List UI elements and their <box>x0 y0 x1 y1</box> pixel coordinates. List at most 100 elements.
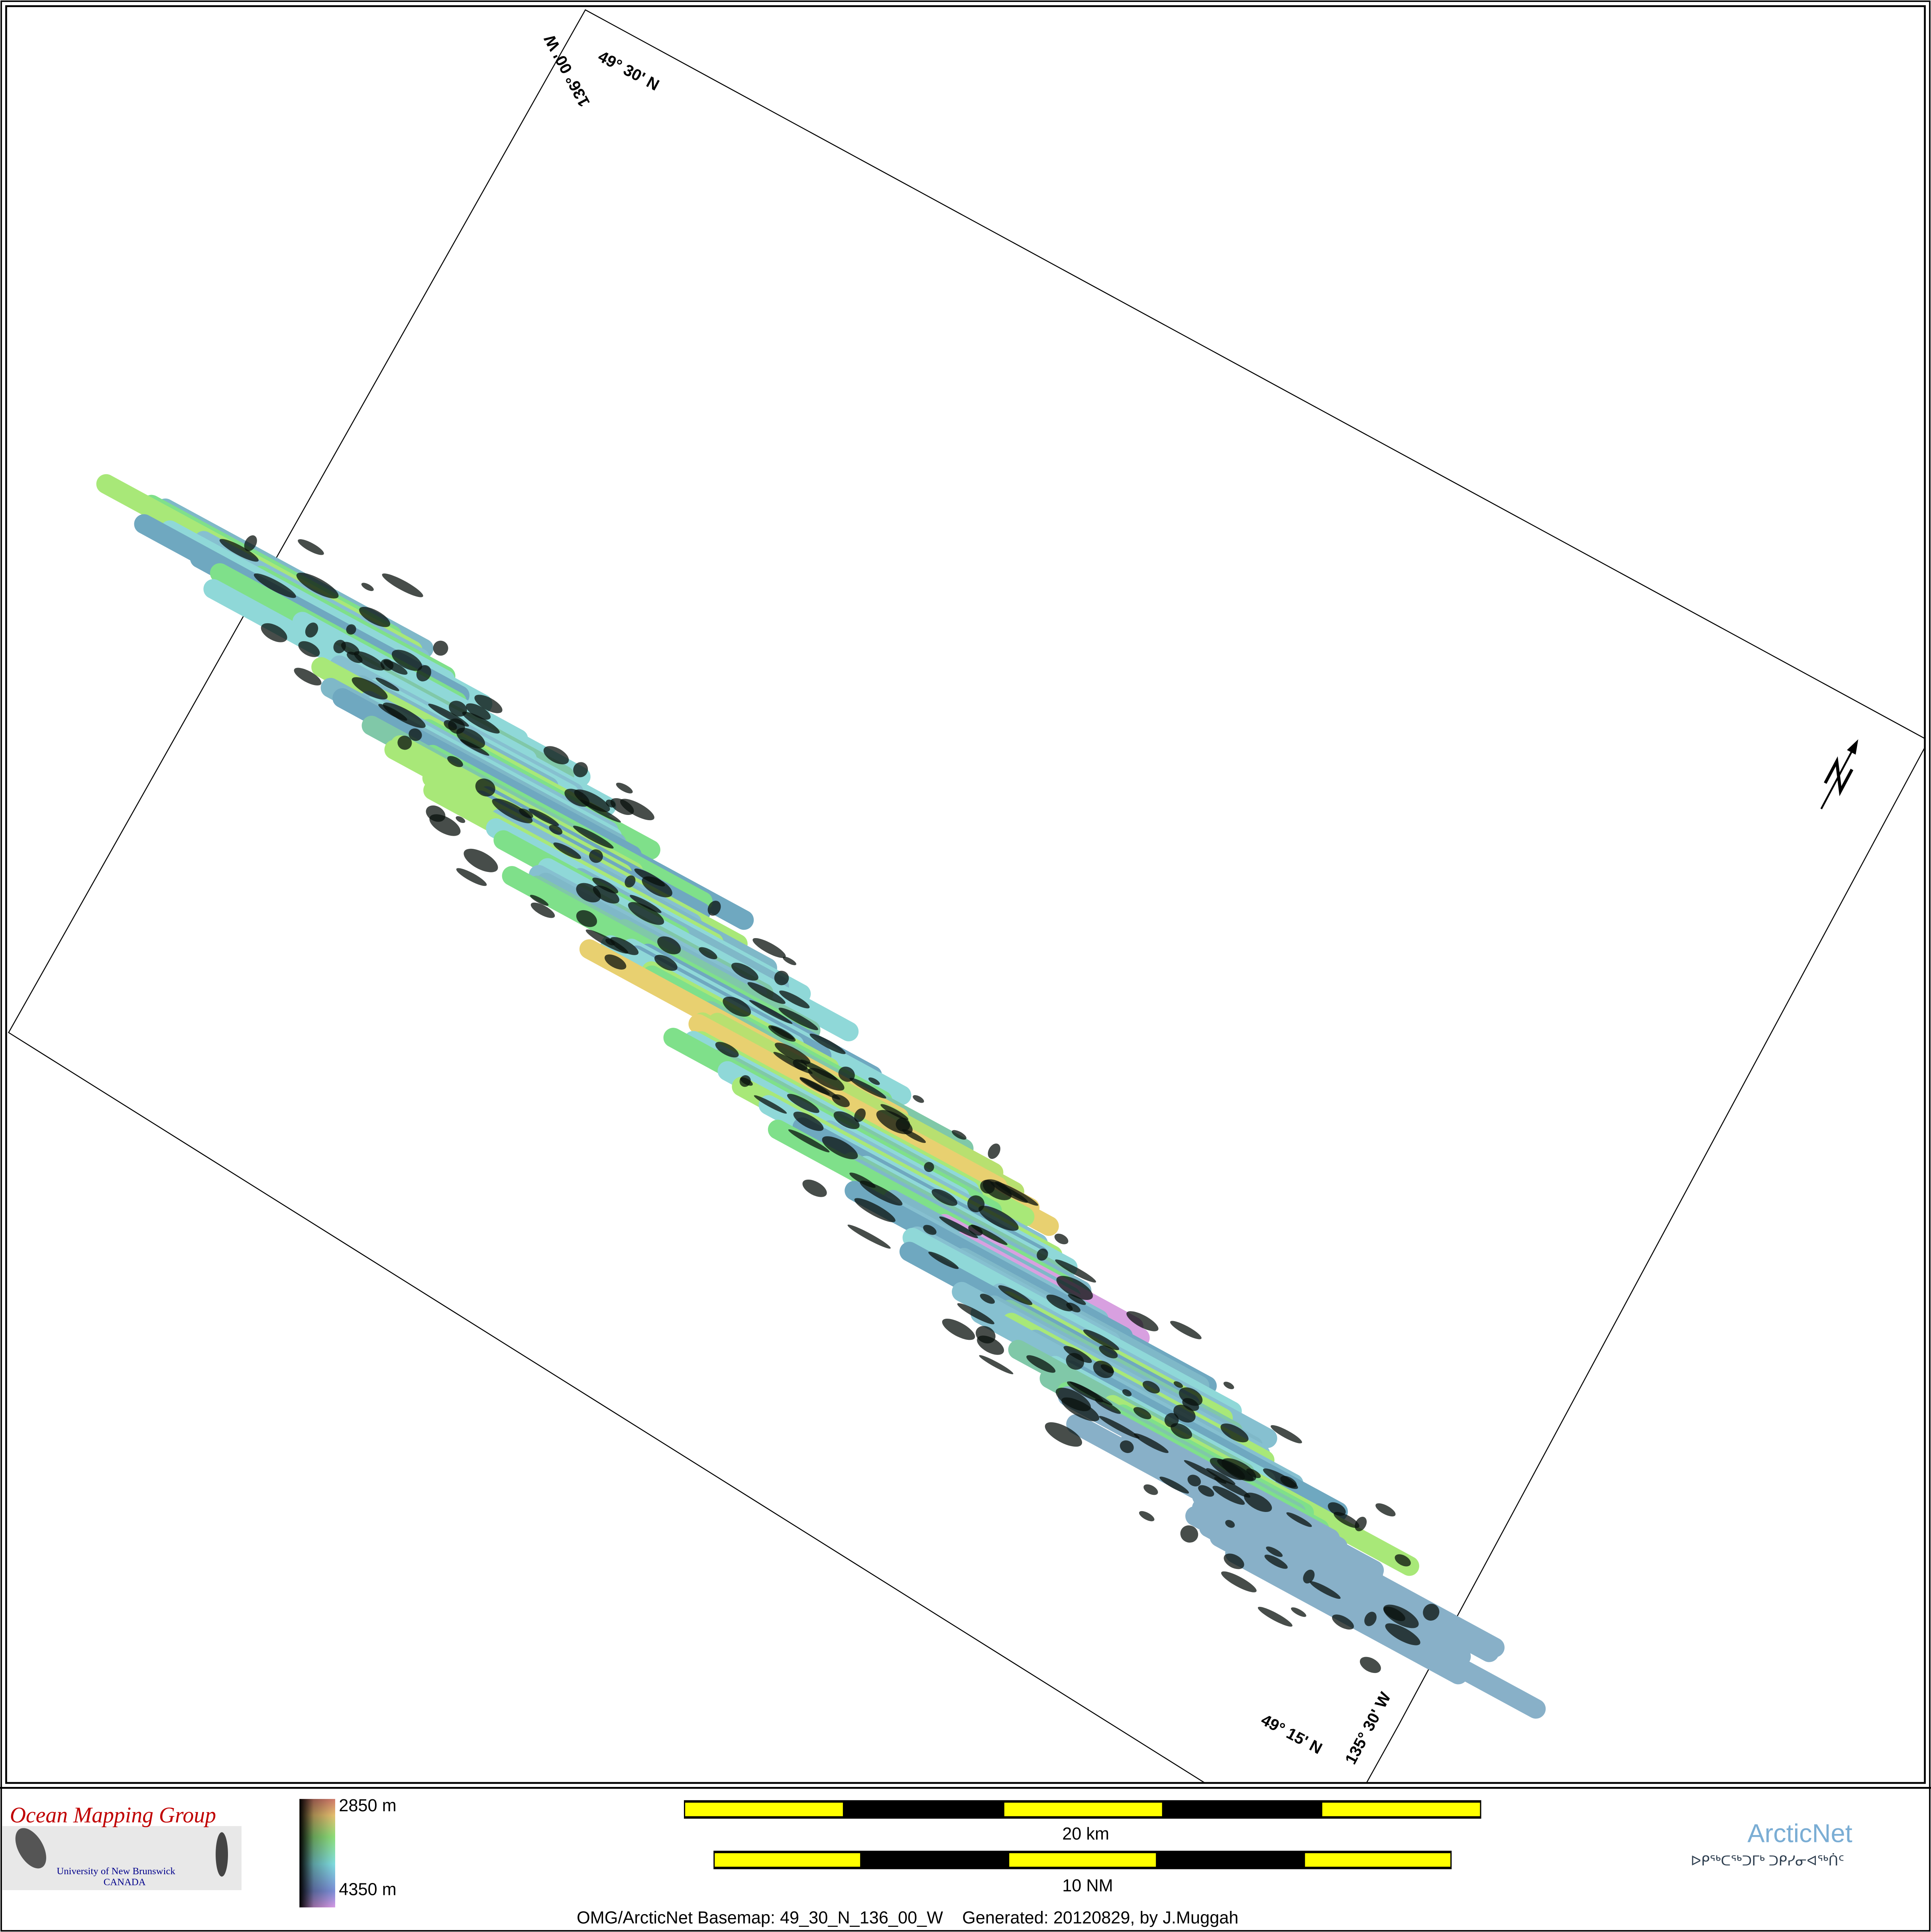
seafloor-shadow <box>1143 1484 1158 1495</box>
seafloor-shadow <box>447 756 463 767</box>
scalebar-km <box>684 1800 1481 1819</box>
seafloor-shadow <box>1364 1612 1377 1626</box>
seafloor-shadow <box>382 573 423 597</box>
seafloor-shadow <box>849 1078 886 1099</box>
seafloor-shadow <box>528 808 559 826</box>
seafloor-shadow <box>605 939 615 946</box>
seafloor-shadow <box>341 642 359 655</box>
seafloor-shadow <box>383 703 426 728</box>
seafloor-shadow <box>305 622 318 638</box>
seafloor-shadow <box>1221 1458 1256 1482</box>
seafloor-shadow <box>783 956 796 965</box>
seafloor-shadow <box>928 1251 959 1269</box>
seafloor-shadow <box>774 1043 811 1064</box>
seafloor-shadow <box>752 938 786 958</box>
seafloor-shadow <box>359 607 391 627</box>
seafloor-shadow <box>880 1104 909 1120</box>
seafloor-shadow <box>253 573 296 598</box>
seafloor-shadow <box>589 849 603 863</box>
seafloor-shadow <box>787 1094 819 1113</box>
seafloor-shadow <box>530 895 549 906</box>
seafloor-shadow <box>977 1335 1004 1355</box>
seafloor-shadow <box>1184 1460 1227 1484</box>
seafloor-shadow <box>1271 1425 1302 1443</box>
seafloor-shadow <box>854 1108 866 1122</box>
seafloor-shadow <box>1328 1502 1346 1516</box>
seafloor-shadow <box>854 1198 896 1222</box>
seafloor-shadow <box>896 1117 910 1132</box>
seafloor-shadow <box>988 1143 1000 1159</box>
seafloor-shadow <box>616 782 633 793</box>
seafloor-shadow <box>1375 1503 1396 1517</box>
footer-caption: OMG/ArcticNet Basemap: 49_30_N_136_00_W … <box>577 1907 1239 1927</box>
swath-strip <box>1225 1543 1468 1685</box>
seafloor-shadow <box>580 799 621 823</box>
seafloor-shadow <box>868 1077 880 1085</box>
seafloor-shadow <box>244 535 257 552</box>
seafloor-shadow <box>464 848 498 872</box>
seafloor-shadow <box>967 1195 985 1212</box>
seafloor-shadow <box>1099 1416 1140 1439</box>
seafloor-shadow <box>778 1007 818 1031</box>
seafloor-shadow <box>530 902 555 918</box>
seafloor-shadow <box>1120 1440 1134 1453</box>
seafloor-shadow <box>808 1068 845 1091</box>
seafloor-shadow <box>1220 1423 1249 1443</box>
seafloor-shadow <box>1263 1468 1298 1489</box>
seafloor-shadow <box>298 641 320 657</box>
seafloor-shadow <box>1221 1571 1257 1592</box>
seafloor-shadow <box>957 1303 994 1325</box>
seafloor-shadow <box>952 1130 966 1140</box>
seafloor-shadow <box>543 746 569 765</box>
seafloor-shadow <box>610 798 634 815</box>
seafloor-shadow <box>628 902 664 925</box>
seafloor-shadow <box>1159 1476 1189 1494</box>
seafloor-shadow <box>1332 1614 1354 1630</box>
seafloor-shadow <box>1133 1407 1151 1420</box>
scalebar-km-label: 20 km <box>1062 1824 1110 1844</box>
seafloor-shadow <box>1264 1555 1288 1569</box>
seafloor-shadow <box>731 962 758 981</box>
seafloor-shadow <box>1046 1294 1073 1312</box>
seafloor-shadow <box>902 1129 926 1143</box>
seafloor-shadow <box>774 970 789 986</box>
seafloor-shadow <box>1223 1382 1234 1389</box>
omg-logo-country: CANADA <box>103 1876 146 1888</box>
seafloor-shadow <box>1359 1657 1381 1673</box>
seafloor-shadow <box>294 668 322 685</box>
seafloor-shadow <box>1244 1492 1272 1512</box>
scalebar-nm-label: 10 NM <box>1062 1875 1113 1895</box>
seafloor-shadow <box>1383 1606 1405 1621</box>
seafloor-shadow <box>449 701 467 717</box>
seafloor-shadow <box>397 736 412 750</box>
seafloor-shadow <box>773 1052 813 1074</box>
seafloor-shadow <box>261 623 287 642</box>
seafloor-shadow <box>980 1294 995 1304</box>
seafloor-shadow <box>990 1182 1028 1203</box>
seafloor-shadow <box>604 954 627 970</box>
seafloor-shadow <box>802 1179 827 1197</box>
seafloor-shadow <box>809 1033 846 1054</box>
seafloor-shadow <box>1303 1569 1315 1584</box>
seafloor-shadow <box>822 1136 858 1160</box>
seafloor-shadow <box>576 910 597 927</box>
seafloor-shadow <box>1068 1294 1086 1305</box>
seafloor-shadow <box>444 720 457 730</box>
seafloor-shadow <box>1026 1355 1056 1373</box>
seafloor-shadow <box>1056 1276 1093 1300</box>
seafloor-shadow <box>1212 1486 1245 1505</box>
seafloor-shadow <box>1164 1413 1179 1427</box>
seafloor-shadow <box>593 885 619 904</box>
seafloor-shadow <box>788 1129 830 1153</box>
seafloor-shadow <box>456 728 485 748</box>
map-frame <box>5 5 1926 1784</box>
seafloor-shadow <box>833 1111 860 1129</box>
seafloor-shadow <box>979 1355 1014 1374</box>
seafloor-shadow <box>519 808 533 818</box>
seafloor-shadow <box>1173 1381 1183 1388</box>
seafloor-shadow <box>1100 1364 1114 1374</box>
seafloor-shadow <box>1291 1607 1306 1617</box>
seafloor-shadow <box>1334 1512 1359 1528</box>
seafloor-shadow <box>768 1025 796 1042</box>
scalebar-nm <box>713 1851 1452 1869</box>
